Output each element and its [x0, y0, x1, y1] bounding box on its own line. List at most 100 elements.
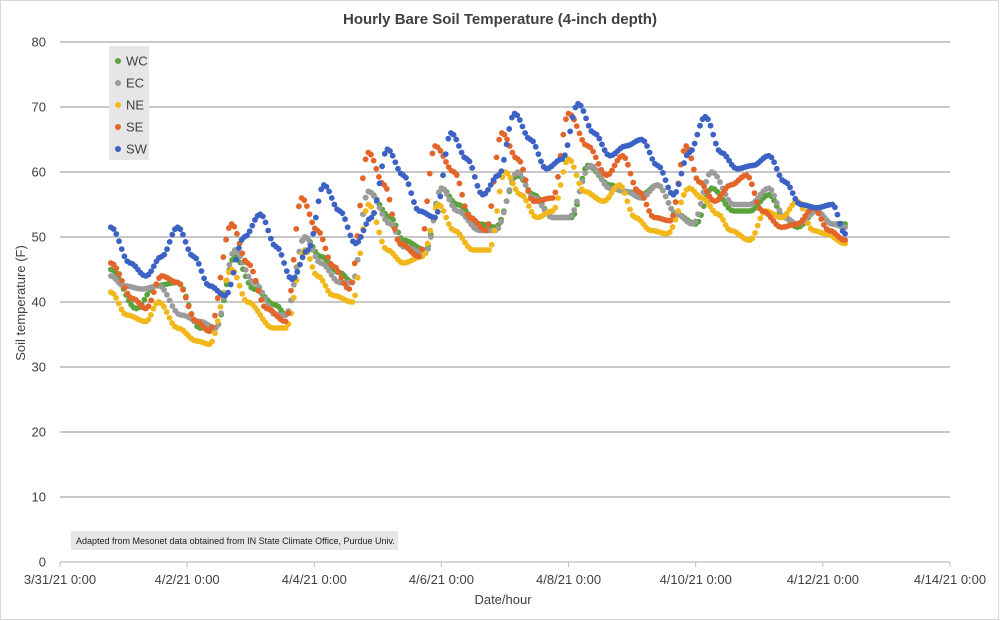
data-point [598, 166, 605, 173]
data-point [442, 151, 449, 158]
data-point [116, 238, 122, 245]
data-point [466, 158, 473, 165]
legend: WC EC NE SE SW [109, 46, 149, 160]
data-point [333, 264, 339, 271]
source-note-text: Adapted from Mesonet data obtained from … [76, 536, 395, 546]
data-point [198, 268, 205, 275]
data-point [485, 221, 492, 227]
legend-item-ec: EC [115, 76, 144, 91]
data-point [252, 277, 259, 284]
data-point [485, 186, 491, 193]
data-point [576, 180, 583, 187]
data-point [445, 135, 452, 142]
data-point [657, 164, 664, 171]
data-point [225, 225, 232, 231]
legend-item-wc: WC [115, 54, 148, 69]
data-point [359, 175, 366, 182]
data-point [259, 213, 266, 220]
data-point [569, 114, 576, 121]
data-point [503, 198, 510, 205]
data-point [662, 193, 669, 200]
legend-item-se: SE [115, 120, 144, 135]
data-point [580, 108, 587, 114]
data-point [373, 197, 380, 204]
data-point [440, 172, 446, 179]
y-tick-label: 40 [32, 295, 46, 310]
data-point [282, 318, 289, 325]
data-point [185, 246, 192, 253]
data-point [309, 264, 316, 270]
data-point [307, 242, 314, 249]
data-point [622, 155, 629, 162]
data-point [649, 156, 656, 162]
data-point [564, 142, 571, 149]
data-point [144, 291, 151, 298]
data-point [299, 254, 306, 261]
data-point [689, 147, 695, 154]
data-point [305, 247, 311, 253]
data-point [296, 203, 302, 210]
data-point [392, 159, 399, 166]
data-point [573, 172, 580, 179]
data-point [379, 211, 386, 217]
data-point [609, 167, 615, 174]
data-point [516, 117, 523, 123]
data-point [223, 277, 229, 284]
data-point [354, 274, 361, 281]
y-tick-label: 10 [32, 490, 46, 505]
data-point [552, 204, 559, 211]
data-point [376, 229, 383, 236]
data-point [668, 205, 675, 212]
data-point [582, 170, 589, 177]
data-point [714, 173, 721, 180]
data-point [717, 179, 723, 185]
data-point [408, 190, 415, 197]
data-point [520, 166, 526, 173]
data-point [234, 274, 240, 281]
data-point [231, 223, 238, 230]
data-point [488, 203, 495, 210]
data-point [383, 186, 390, 192]
chart-title: Hourly Bare Soil Temperature (4-inch dep… [343, 11, 657, 28]
data-point [121, 284, 128, 291]
data-point [326, 188, 333, 195]
legend-marker [115, 124, 121, 130]
data-point [239, 290, 246, 297]
data-point [437, 193, 444, 200]
y-tick-label: 60 [32, 165, 46, 180]
data-point [250, 268, 256, 275]
data-point [209, 324, 216, 331]
data-point [487, 182, 494, 188]
data-point [347, 232, 354, 239]
data-point [244, 232, 250, 239]
data-point [376, 204, 383, 211]
data-point [557, 182, 564, 188]
data-point [341, 280, 347, 287]
data-point [180, 231, 186, 238]
data-point [514, 112, 521, 119]
data-point [115, 300, 122, 307]
data-point [185, 303, 192, 310]
data-point [496, 136, 503, 143]
data-point [680, 192, 687, 198]
legend-marker [115, 146, 121, 152]
data-point [363, 221, 370, 227]
data-point [437, 203, 444, 210]
data-point [710, 131, 717, 138]
data-point [239, 250, 246, 257]
data-point [675, 181, 682, 188]
data-point [599, 141, 605, 148]
data-point [776, 172, 783, 179]
data-point [381, 150, 388, 157]
data-point [331, 201, 338, 208]
y-tick-label: 70 [32, 100, 46, 115]
data-point [688, 155, 695, 162]
data-point [325, 267, 332, 274]
data-point [371, 210, 378, 216]
data-point [528, 208, 535, 215]
data-point [703, 188, 710, 195]
data-point [486, 247, 493, 253]
data-point [309, 219, 316, 226]
data-point [110, 226, 117, 232]
